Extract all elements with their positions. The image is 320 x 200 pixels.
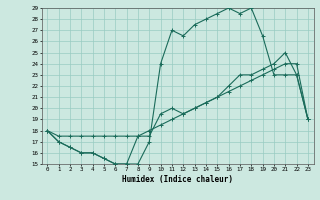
X-axis label: Humidex (Indice chaleur): Humidex (Indice chaleur) xyxy=(122,175,233,184)
